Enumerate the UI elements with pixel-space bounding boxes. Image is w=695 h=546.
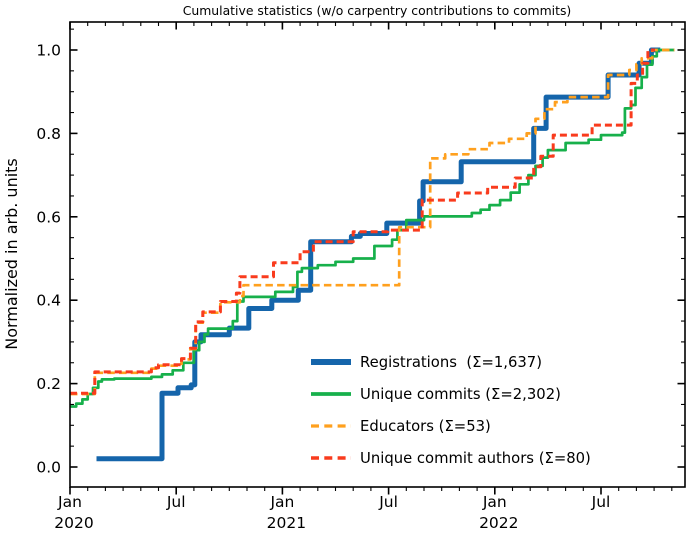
- axis-tick-labels: Jan 2020 Jul Jan 2021 Jul Jan 2022 Jul 0.0 0.2 0.4 0…: [36, 42, 610, 533]
- y-tick-label: 1.0: [36, 42, 61, 60]
- legend-label-unique-commits: Unique commits (Σ=2,302): [360, 386, 561, 403]
- legend-label-unique-commit-authors: Unique commit authors (Σ=80): [360, 450, 591, 467]
- x-tick-label: Jan: [482, 493, 507, 511]
- series-registrations: [96, 47, 661, 462]
- x-tick-year-label: 2021: [267, 514, 306, 532]
- legend-label-registrations: Registrations (Σ=1,637): [360, 354, 542, 371]
- y-tick-label: 0.6: [36, 208, 61, 226]
- x-tick-label: Jul: [378, 493, 398, 511]
- series-unique-commit-authors: [70, 48, 655, 395]
- axis-ticks: [69, 22, 685, 495]
- legend: Registrations (Σ=1,637) Unique commits (Σ…: [311, 354, 591, 467]
- x-tick-label: Jan: [57, 493, 82, 511]
- x-tick-label: Jan: [269, 493, 294, 511]
- x-tick-label: Jul: [166, 493, 186, 511]
- legend-label-educators: Educators (Σ=53): [360, 418, 491, 435]
- y-tick-label: 0.8: [36, 125, 61, 143]
- y-tick-label: 0.0: [36, 459, 61, 477]
- y-tick-label: 0.2: [36, 375, 61, 393]
- x-tick-year-label: 2020: [54, 514, 93, 532]
- x-tick-label: Jul: [591, 493, 611, 511]
- y-tick-label: 0.4: [36, 292, 61, 310]
- x-tick-year-label: 2022: [479, 514, 518, 532]
- data-series: [70, 47, 675, 462]
- series-unique-commits: [70, 48, 675, 408]
- plot-border: [69, 21, 686, 488]
- chart-title: Cumulative statistics (w/o carpentry con…: [183, 3, 572, 18]
- y-axis-label: Normalized in arb. units: [2, 158, 21, 350]
- series-educators: [70, 48, 675, 396]
